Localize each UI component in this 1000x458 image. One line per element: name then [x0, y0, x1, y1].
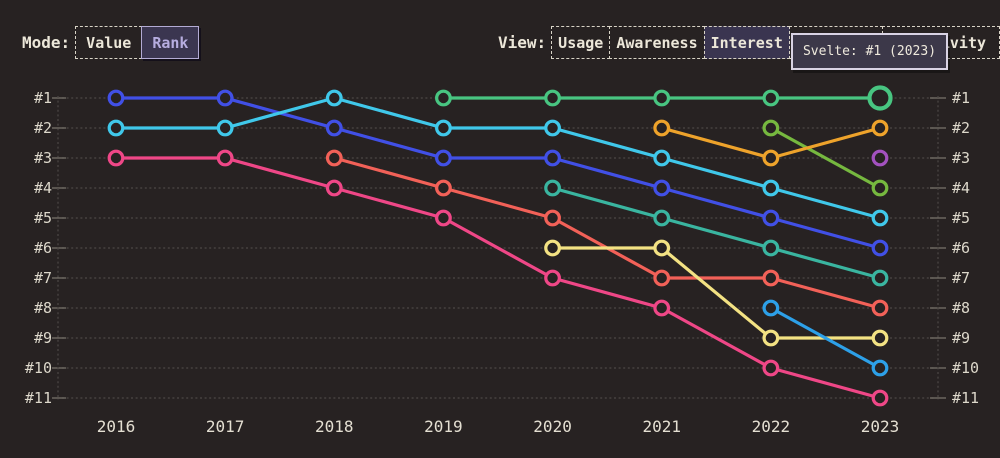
y-axis-label-right-6: #6 [952, 239, 970, 257]
point-series-coral-2020[interactable] [544, 209, 561, 227]
y-axis-label-right-8: #8 [952, 299, 970, 317]
mode-buttons: Value Rank [75, 26, 200, 59]
point-series-blue-2021[interactable] [653, 179, 671, 197]
point-series-orange-2022[interactable] [762, 149, 780, 167]
point-series-yellow-2020[interactable] [544, 239, 561, 257]
point-series-sky-2022[interactable] [762, 299, 780, 317]
point-series-yellow-2022[interactable] [762, 329, 780, 347]
x-axis-label-2021: 2021 [642, 417, 681, 436]
y-axis-label-right-3: #3 [952, 149, 970, 167]
y-axis-label-right-1: #1 [952, 89, 970, 107]
point-series-blue-2016[interactable] [107, 89, 125, 107]
x-axis-label-2020: 2020 [533, 417, 572, 436]
tooltip-text: Svelte: #1 (2023) [802, 44, 937, 59]
y-axis-label-left-6: #6 [34, 239, 52, 257]
point-series-orange-2021[interactable] [653, 119, 671, 137]
point-series-blue-2018[interactable] [325, 119, 343, 137]
point-series-blue-2020[interactable] [544, 149, 561, 167]
point-series-coral-2018[interactable] [325, 149, 343, 167]
y-axis-label-left-4: #4 [34, 179, 52, 197]
x-axis-label-2019: 2019 [424, 417, 463, 436]
view-label: View: [498, 33, 547, 52]
x-axis-label-2016: 2016 [97, 417, 136, 436]
point-series-orange-2023[interactable] [871, 119, 889, 137]
point-series-purple-2023[interactable] [871, 149, 889, 167]
point-series-yellow-2021[interactable] [653, 239, 671, 257]
point-series-blue-2019[interactable] [435, 149, 452, 167]
view-button-interest[interactable]: Interest [703, 26, 790, 59]
y-axis-label-left-1: #1 [34, 89, 52, 107]
y-axis-label-left-5: #5 [34, 209, 52, 227]
point-series-lime-2022[interactable] [762, 119, 780, 137]
point-series-pink-2019[interactable] [435, 209, 452, 227]
point-series-cyan-2018[interactable] [325, 89, 343, 107]
point-series-cyan-2020[interactable] [544, 119, 561, 137]
series-line-series-blue [114, 96, 882, 250]
point-series-teal-2022[interactable] [762, 239, 780, 257]
point-series-pink-2016[interactable] [107, 149, 125, 167]
y-axis-label-right-10: #10 [952, 359, 979, 377]
y-axis-label-left-3: #3 [34, 149, 52, 167]
series-line-series-pink [114, 156, 882, 400]
point-series-pink-2017[interactable] [216, 149, 234, 167]
y-axis-label-right-9: #9 [952, 329, 970, 347]
point-series-teal-2023[interactable] [871, 269, 889, 287]
point-series-cyan-2019[interactable] [435, 119, 452, 137]
point-series-coral-2023[interactable] [871, 299, 889, 317]
point-series-teal-2021[interactable] [653, 209, 671, 227]
series-line-series-coral [332, 156, 882, 310]
point-series-cyan-2022[interactable] [762, 179, 780, 197]
point-series-pink-2022[interactable] [762, 359, 780, 377]
point-series-lime-2023[interactable] [871, 179, 889, 197]
point-series-coral-2022[interactable] [762, 269, 780, 287]
point-svelte-2022[interactable] [762, 89, 780, 107]
point-series-cyan-2016[interactable] [107, 119, 125, 137]
mode-label: Mode: [22, 33, 71, 52]
point-series-cyan-2021[interactable] [653, 149, 671, 167]
point-svelte-2021[interactable] [653, 89, 671, 107]
point-series-pink-2021[interactable] [653, 299, 671, 317]
y-axis-label-left-2: #2 [34, 119, 52, 137]
series-line-series-teal [550, 186, 882, 280]
y-axis-label-right-7: #7 [952, 269, 970, 287]
point-series-coral-2019[interactable] [435, 179, 452, 197]
point-series-teal-2020[interactable] [544, 179, 561, 197]
series-line-series-cyan [114, 96, 882, 220]
x-axis-label-2018: 2018 [315, 417, 354, 436]
point-svelte-2020[interactable] [544, 89, 561, 107]
x-axis-label-2022: 2022 [752, 417, 791, 436]
point-svelte-2019[interactable] [435, 89, 452, 107]
x-axis-label-2017: 2017 [206, 417, 245, 436]
mode-control-group: Mode: Value Rank [22, 26, 200, 59]
point-series-sky-2023[interactable] [871, 359, 889, 377]
point-series-blue-2023[interactable] [871, 239, 889, 257]
y-axis-label-left-9: #9 [34, 329, 52, 347]
y-axis-label-left-11: #11 [25, 389, 52, 407]
y-axis-label-left-10: #10 [25, 359, 52, 377]
point-series-cyan-2023[interactable] [871, 209, 889, 227]
point-series-blue-2017[interactable] [216, 89, 234, 107]
point-series-coral-2021[interactable] [653, 269, 671, 287]
point-series-cyan-2017[interactable] [216, 119, 234, 137]
point-svelte-2023[interactable] [867, 85, 893, 111]
point-series-pink-2020[interactable] [544, 269, 561, 287]
y-axis-label-right-2: #2 [952, 119, 970, 137]
y-axis-label-right-11: #11 [952, 389, 979, 407]
point-series-yellow-2023[interactable] [871, 329, 889, 347]
series-line-series-sky [769, 306, 882, 370]
point-series-pink-2018[interactable] [325, 179, 343, 197]
y-axis-label-left-8: #8 [34, 299, 52, 317]
tooltip: Svelte: #1 (2023) [791, 33, 948, 70]
series-line-series-lime [769, 126, 882, 190]
y-axis-label-right-5: #5 [952, 209, 970, 227]
point-series-blue-2022[interactable] [762, 209, 780, 227]
y-axis-label-left-7: #7 [34, 269, 52, 287]
mode-button-rank[interactable]: Rank [141, 26, 200, 59]
point-series-pink-2023[interactable] [871, 389, 889, 407]
y-axis-label-right-4: #4 [952, 179, 970, 197]
x-axis-label-2023: 2023 [861, 417, 900, 436]
